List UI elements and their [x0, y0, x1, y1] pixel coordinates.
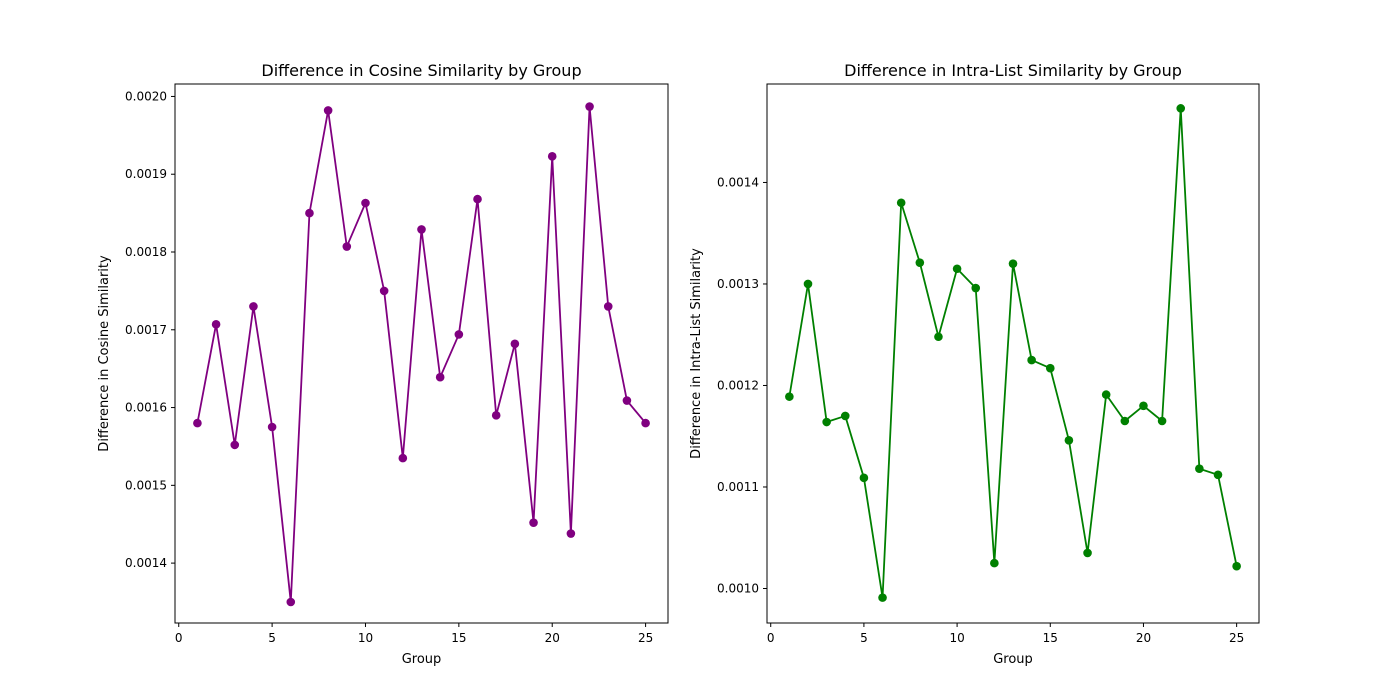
y-tick-label: 0.0016 [125, 401, 167, 415]
data-point [1045, 363, 1055, 373]
y-tick-label: 0.0014 [717, 175, 759, 189]
data-point [323, 106, 333, 115]
data-point [785, 392, 794, 401]
y-axis-label: Difference in Intra-List Similarity [689, 248, 704, 459]
data-point [585, 102, 594, 111]
data-point [952, 264, 962, 274]
y-tick-label: 0.0019 [125, 167, 167, 181]
data-point [840, 411, 850, 421]
data-point [305, 208, 314, 218]
data-point [1008, 259, 1018, 268]
data-point [1213, 470, 1223, 480]
x-tick-label: 15 [451, 631, 466, 645]
data-point [379, 286, 389, 296]
data-point [566, 529, 576, 538]
chart-title: Difference in Intra-List Similarity by G… [844, 61, 1182, 80]
y-tick-label: 0.0012 [717, 378, 759, 392]
data-point [286, 597, 296, 607]
data-point [211, 320, 221, 329]
x-tick-label: 0 [767, 631, 775, 645]
plot-frame [766, 83, 1260, 624]
intra-list-similarity-chart: Difference in Intra-List Similarity by G… [689, 61, 1260, 667]
plot-frame [174, 83, 669, 624]
data-point [193, 418, 202, 428]
data-point [454, 330, 464, 339]
data-point [641, 418, 650, 428]
y-tick-label: 0.0011 [717, 480, 759, 494]
data-point [896, 198, 906, 208]
y-axis-label: Difference in Cosine Similarity [97, 255, 112, 452]
y-tick-label: 0.0017 [125, 323, 167, 337]
data-point [1232, 561, 1241, 571]
x-tick-label: 5 [268, 631, 276, 645]
data-point [971, 283, 981, 293]
data-point [230, 440, 240, 450]
data-point [342, 242, 352, 251]
data-point [878, 593, 887, 602]
data-point [1064, 435, 1074, 445]
data-point [1083, 548, 1092, 558]
y-tick-label: 0.0010 [717, 581, 759, 595]
data-point [859, 473, 869, 483]
data-point [934, 332, 943, 342]
x-tick-label: 20 [545, 631, 560, 645]
data-point [473, 194, 482, 204]
x-tick-label: 0 [175, 631, 183, 645]
data-point [622, 396, 632, 405]
data-point [603, 302, 613, 311]
y-tick-label: 0.0014 [125, 556, 167, 570]
data-point [915, 258, 925, 267]
data-point [249, 302, 258, 311]
data-point [435, 372, 445, 382]
x-tick-label: 25 [638, 631, 653, 645]
x-tick-label: 25 [1229, 631, 1244, 645]
data-point [822, 417, 831, 427]
data-point [267, 422, 277, 432]
data-point [990, 558, 999, 568]
x-tick-label: 20 [1136, 631, 1151, 645]
x-tick-label: 10 [949, 631, 964, 645]
x-tick-label: 15 [1043, 631, 1058, 645]
data-point [1195, 464, 1204, 474]
data-point [1139, 401, 1148, 411]
chart-title: Difference in Cosine Similarity by Group [261, 61, 581, 80]
data-point [510, 339, 520, 349]
x-tick-label: 10 [358, 631, 373, 645]
y-tick-label: 0.0013 [717, 277, 759, 291]
data-point [803, 279, 813, 289]
data-point [398, 453, 408, 463]
data-point [1027, 355, 1036, 365]
data-point [547, 152, 557, 161]
cosine-similarity-chart: Difference in Cosine Similarity by Group… [97, 61, 669, 667]
data-point [529, 518, 538, 527]
data-point [1157, 416, 1167, 426]
y-tick-label: 0.0015 [125, 478, 167, 492]
x-tick-label: 5 [860, 631, 868, 645]
y-tick-label: 0.0020 [125, 89, 167, 103]
x-axis-label: Group [993, 652, 1033, 667]
data-point [1101, 390, 1111, 399]
x-axis-label: Group [402, 652, 442, 667]
data-point [417, 225, 426, 234]
data-point [1120, 416, 1130, 426]
data-point [491, 411, 501, 420]
data-point [361, 198, 370, 208]
y-tick-label: 0.0018 [125, 245, 167, 259]
data-point [1176, 104, 1186, 113]
